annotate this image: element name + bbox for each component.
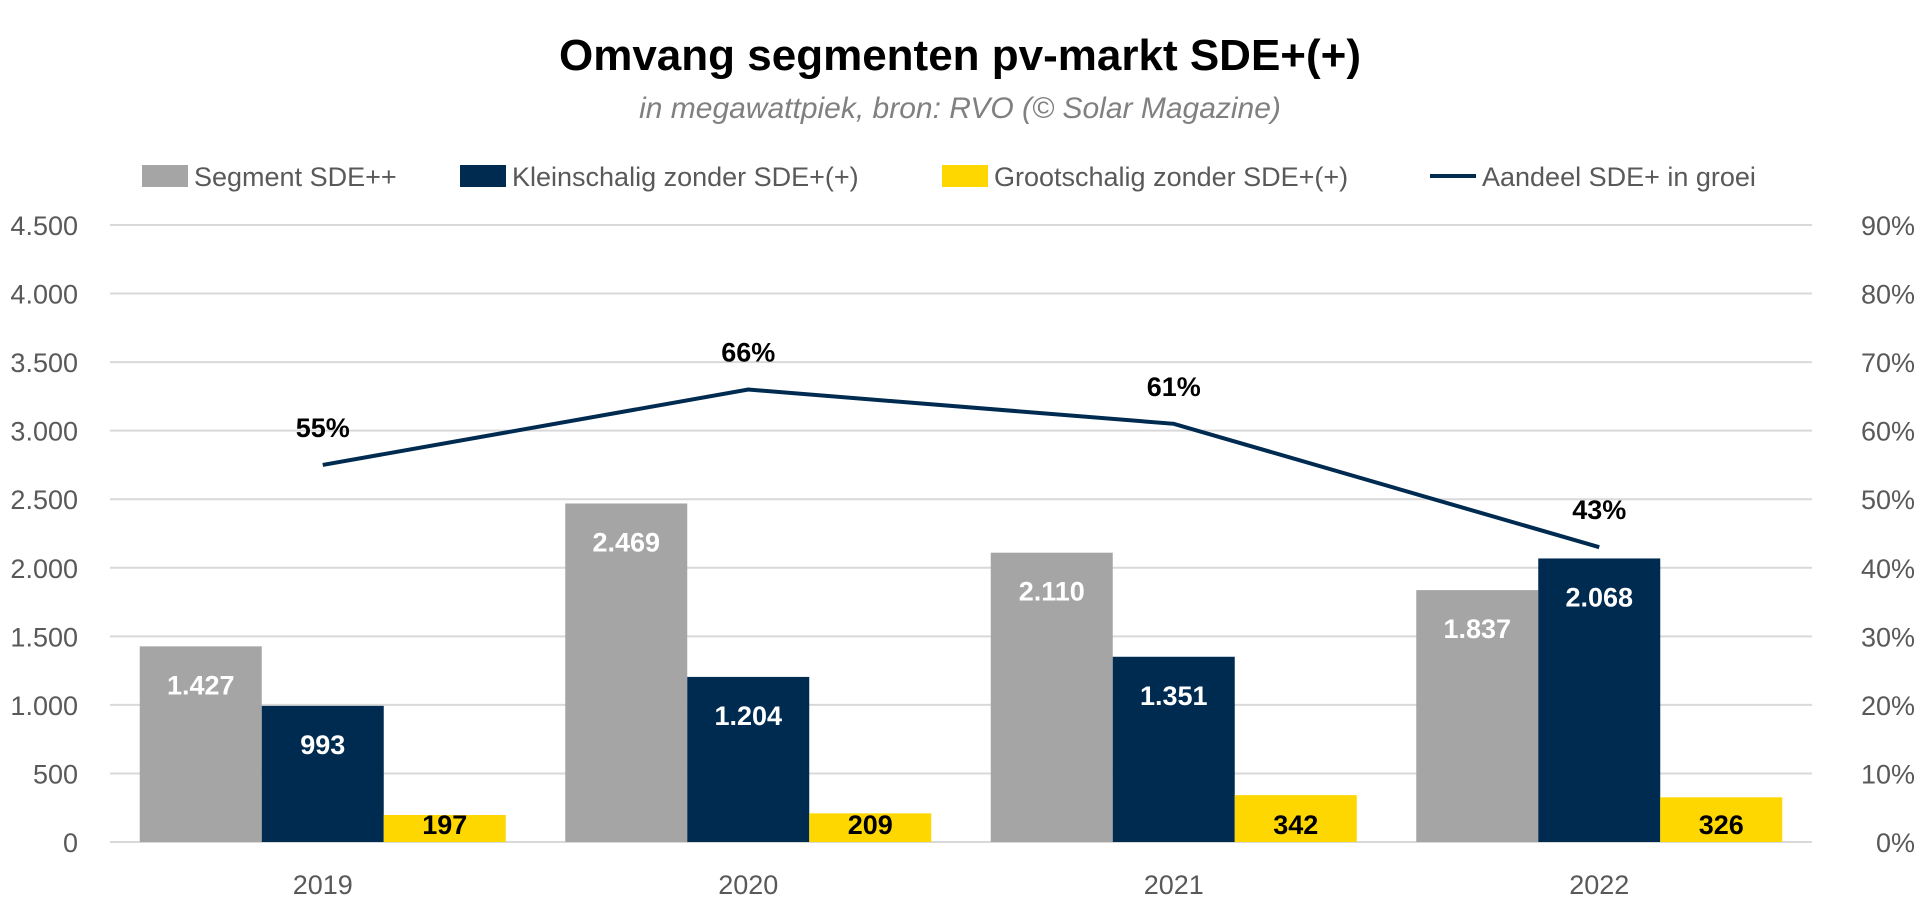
- y-right-tick-label: 0%: [1876, 828, 1915, 858]
- bars: 1.427 2.469 2.110 1.837 993 1.204 1.351 2.068 19…: [139, 503, 1783, 842]
- bar: [687, 676, 810, 842]
- data-label: 197: [422, 810, 467, 840]
- bar: [1112, 656, 1235, 842]
- data-label: 1.837: [1443, 614, 1511, 644]
- x-tick-label: 2022: [1569, 870, 1629, 900]
- line-data-label: 61%: [1147, 372, 1201, 402]
- chart-subtitle: in megawattpiek, bron: RVO (© Solar Maga…: [639, 92, 1281, 125]
- y-tick-label: 2.500: [10, 485, 78, 515]
- y-right-tick-label: 60%: [1861, 417, 1915, 447]
- y-axis-left: 0 500 1.000 1.500 2.000 2.500 3.000 3.500 4.000 4…: [10, 211, 78, 858]
- y-tick-label: 1.500: [10, 622, 78, 652]
- data-label: 326: [1699, 810, 1744, 840]
- legend-label: Aandeel SDE+ in groei: [1482, 162, 1756, 192]
- line-path: [322, 387, 1600, 550]
- y-tick-label: 0: [63, 828, 78, 858]
- y-tick-label: 3.500: [10, 348, 78, 378]
- y-tick-label: 2.000: [10, 554, 78, 584]
- bar: [1660, 797, 1783, 842]
- legend-swatch: [942, 165, 988, 187]
- bar: [261, 705, 384, 842]
- data-label: 209: [848, 810, 893, 840]
- data-label: 1.427: [167, 670, 235, 700]
- y-tick-label: 500: [33, 759, 78, 789]
- y-right-tick-label: 20%: [1861, 691, 1915, 721]
- data-label: 342: [1273, 810, 1318, 840]
- chart-title: Omvang segmenten pv-markt SDE+(+): [559, 31, 1361, 80]
- x-tick-label: 2019: [293, 870, 353, 900]
- data-label: 1.351: [1140, 681, 1208, 711]
- y-right-tick-label: 50%: [1861, 485, 1915, 515]
- legend-swatch: [142, 165, 188, 187]
- y-right-tick-label: 30%: [1861, 622, 1915, 652]
- x-tick-label: 2020: [718, 870, 778, 900]
- line-data-label: 55%: [296, 413, 350, 443]
- data-label: 2.110: [1019, 577, 1085, 607]
- data-label: 2.469: [592, 527, 660, 557]
- data-label: 993: [300, 730, 345, 760]
- line-data-label: 43%: [1572, 495, 1626, 525]
- x-axis: 2019 2020 2021 2022: [293, 870, 1630, 900]
- legend-label: Kleinschalig zonder SDE+(+): [512, 162, 859, 192]
- y-tick-label: 4.500: [10, 211, 78, 241]
- bar: [809, 813, 932, 842]
- bar: [383, 814, 506, 842]
- y-right-tick-label: 40%: [1861, 554, 1915, 584]
- y-axis-right: 0% 10% 20% 30% 40% 50% 60% 70% 80% 90%: [1861, 211, 1915, 858]
- data-label: 1.204: [714, 701, 782, 731]
- y-tick-label: 1.000: [10, 691, 78, 721]
- bar: [1234, 795, 1357, 842]
- line-data-label: 66%: [721, 338, 775, 368]
- legend-swatch: [460, 165, 506, 187]
- bar: [565, 503, 688, 842]
- y-tick-label: 3.000: [10, 417, 78, 447]
- y-right-tick-label: 70%: [1861, 348, 1915, 378]
- bar: [990, 552, 1113, 842]
- legend-label: Grootschalig zonder SDE+(+): [994, 162, 1348, 192]
- legend: Segment SDE++ Kleinschalig zonder SDE+(+)…: [142, 162, 1756, 192]
- y-right-tick-label: 80%: [1861, 280, 1915, 310]
- legend-label: Segment SDE++: [194, 162, 397, 192]
- data-label: 2.068: [1565, 582, 1633, 612]
- bar: [1416, 590, 1539, 842]
- y-right-tick-label: 90%: [1861, 211, 1915, 241]
- bar: [139, 646, 262, 842]
- line-series: 55% 66% 61% 43%: [296, 338, 1626, 550]
- x-tick-label: 2021: [1144, 870, 1204, 900]
- bar: [1538, 558, 1661, 842]
- y-right-tick-label: 10%: [1861, 759, 1915, 789]
- y-tick-label: 4.000: [10, 280, 78, 310]
